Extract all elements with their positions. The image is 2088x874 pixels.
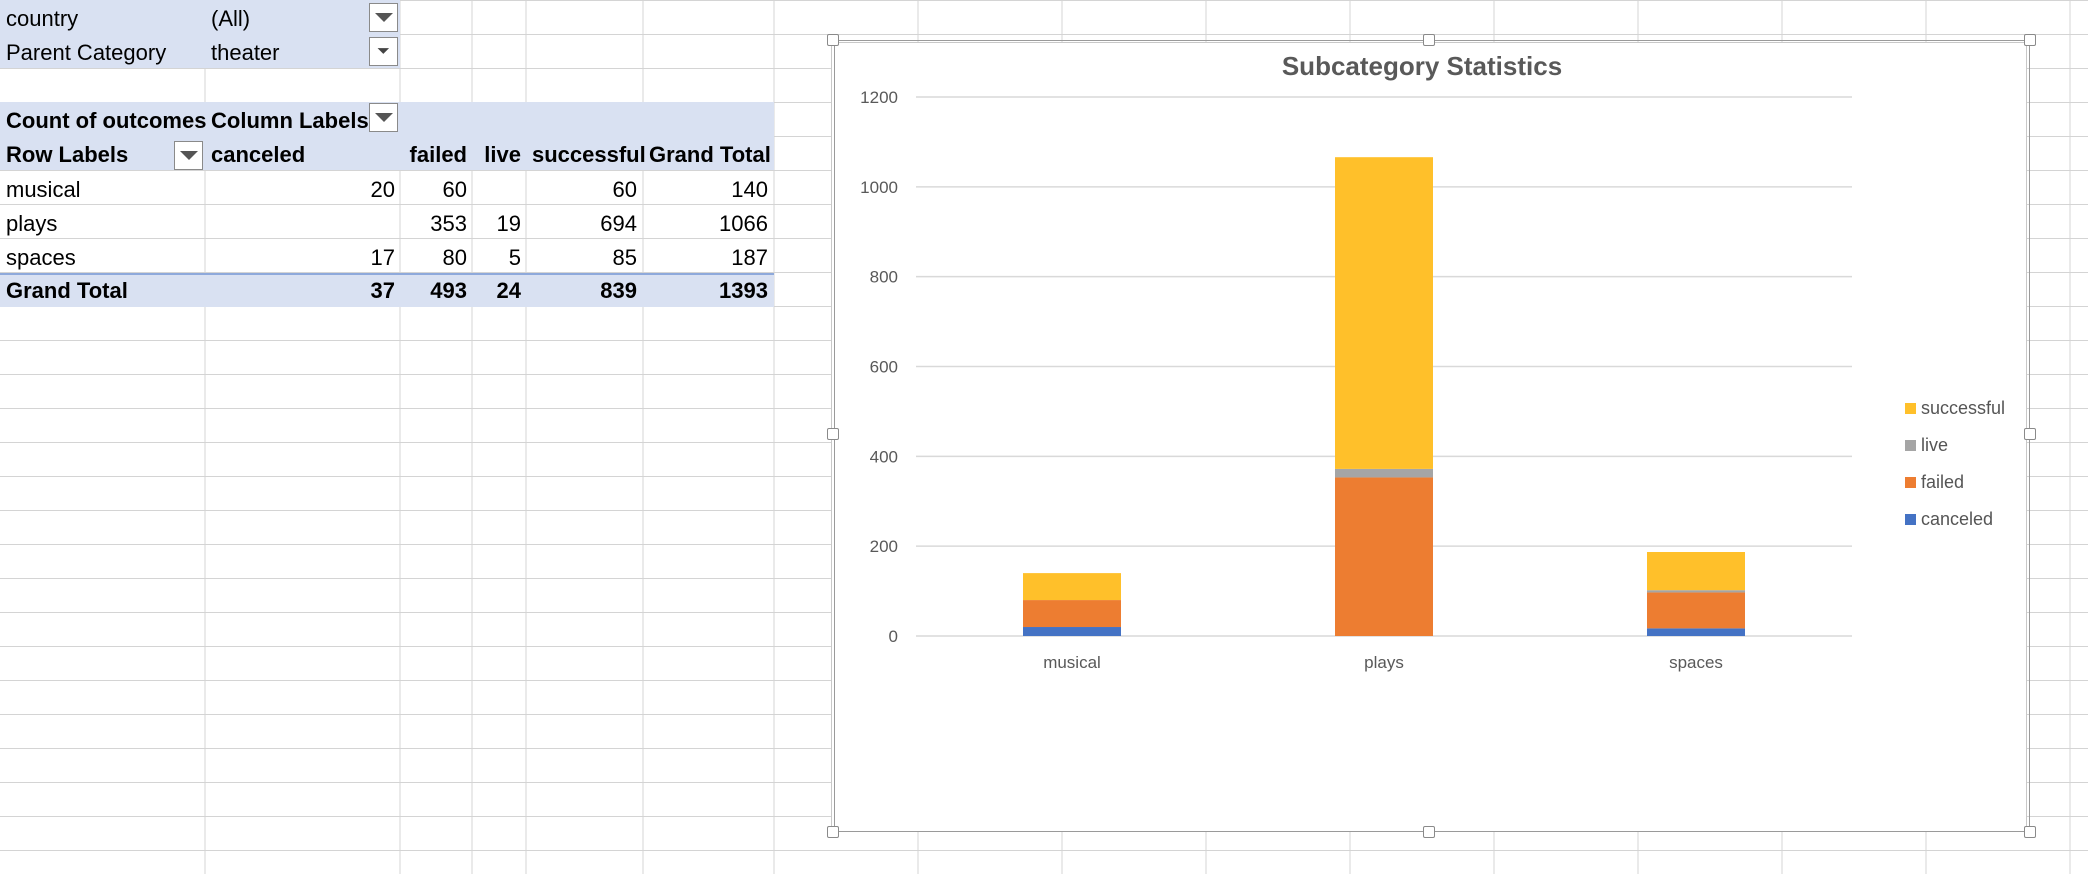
- table-cell[interactable]: 353: [430, 211, 467, 236]
- pivot-row-labels: Row Labels: [6, 142, 129, 167]
- legend-label: canceled: [1921, 508, 1994, 529]
- resize-handle[interactable]: [1423, 34, 1435, 46]
- filter-country-value[interactable]: (All): [211, 6, 251, 31]
- table-cell[interactable]: 493: [430, 278, 467, 303]
- row-label[interactable]: plays: [6, 211, 58, 236]
- legend-swatch: [1905, 476, 1916, 488]
- table-cell[interactable]: 37: [370, 278, 395, 303]
- dropdown-arrow-icon: [374, 13, 393, 22]
- filter-country-dropdown[interactable]: [369, 3, 398, 32]
- col-header-successful: successful: [532, 142, 646, 167]
- col-header-live: live: [484, 142, 521, 167]
- table-cell[interactable]: 694: [600, 211, 637, 236]
- col-header-failed: failed: [409, 142, 467, 167]
- legend-label: successful: [1921, 397, 2006, 418]
- pivot-total-band: [0, 273, 774, 307]
- row-label[interactable]: musical: [6, 177, 81, 202]
- table-cell[interactable]: 19: [496, 211, 521, 236]
- col-header-grand-total: Grand Total: [649, 142, 771, 167]
- table-cell[interactable]: 140: [731, 177, 768, 202]
- legend-item-canceled[interactable]: canceled: [1905, 508, 1993, 530]
- legend-label: live: [1921, 434, 1949, 455]
- resize-handle[interactable]: [2024, 826, 2036, 838]
- table-cell[interactable]: 1393: [719, 278, 768, 303]
- filter-parent-category-value[interactable]: theater: [211, 40, 280, 65]
- table-cell[interactable]: 5: [508, 245, 521, 270]
- table-cell[interactable]: 60: [612, 177, 637, 202]
- legend-swatch: [1905, 439, 1916, 451]
- table-cell[interactable]: [472, 173, 527, 207]
- filter-country-label: country: [6, 6, 79, 31]
- table-cell[interactable]: 85: [612, 245, 637, 270]
- resize-handle[interactable]: [827, 428, 839, 440]
- row-labels-dropdown[interactable]: [174, 141, 203, 170]
- table-cell[interactable]: 839: [600, 278, 637, 303]
- row-label[interactable]: spaces: [6, 245, 76, 270]
- legend-swatch: [1905, 513, 1916, 525]
- filter-dropdown-icon: ⏷: [377, 42, 390, 60]
- resize-handle[interactable]: [1423, 826, 1435, 838]
- column-labels-dropdown[interactable]: [369, 103, 398, 132]
- dropdown-arrow-icon: [179, 151, 198, 160]
- table-cell[interactable]: 60: [442, 177, 467, 202]
- chart-area[interactable]: [831, 42, 2027, 832]
- table-cell[interactable]: 17: [370, 245, 395, 270]
- legend-swatch: [1905, 402, 1916, 414]
- resize-handle[interactable]: [2024, 34, 2036, 46]
- table-cell[interactable]: [205, 207, 401, 241]
- table-cell[interactable]: 80: [442, 245, 467, 270]
- col-header-canceled: canceled: [211, 142, 306, 167]
- dropdown-arrow-icon: [374, 113, 393, 122]
- legend-item-live[interactable]: live: [1905, 434, 1948, 456]
- filter-parent-category-dropdown[interactable]: ⏷: [369, 37, 398, 66]
- filter-band: [0, 0, 400, 68]
- resize-handle[interactable]: [827, 34, 839, 46]
- legend-item-failed[interactable]: failed: [1905, 471, 1964, 493]
- table-cell[interactable]: 20: [370, 177, 395, 202]
- pivot-column-labels: Column Labels: [211, 108, 369, 133]
- table-cell[interactable]: 187: [731, 245, 768, 270]
- table-cell[interactable]: 1066: [719, 211, 768, 236]
- filter-parent-category-label: Parent Category: [6, 40, 167, 65]
- grand-total-label[interactable]: Grand Total: [6, 278, 128, 303]
- pivot-corner-label: Count of outcomes: [6, 108, 207, 133]
- legend-label: failed: [1921, 471, 1965, 492]
- resize-handle[interactable]: [827, 826, 839, 838]
- resize-handle[interactable]: [2024, 428, 2036, 440]
- table-cell[interactable]: 24: [496, 278, 521, 303]
- legend-item-successful[interactable]: successful: [1905, 397, 2005, 419]
